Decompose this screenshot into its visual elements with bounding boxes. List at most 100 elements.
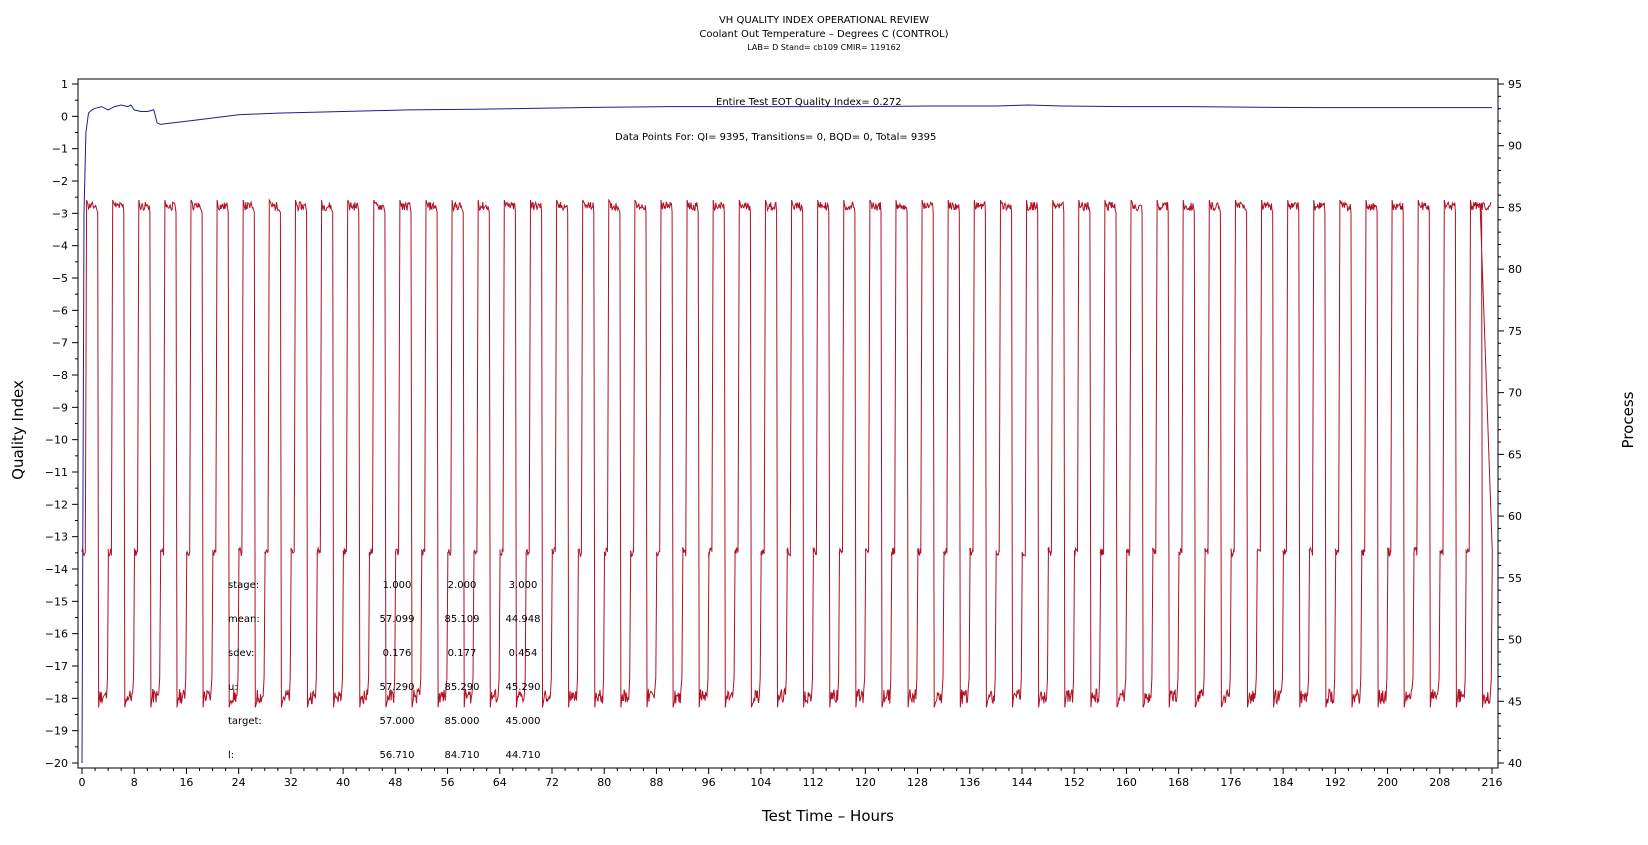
x-tick-label: 16 [179, 776, 193, 789]
chart-subtitle-2: LAB= D Stand= cb109 CMIR= 119162 [747, 43, 901, 52]
y-left-tick-label: −13 [45, 531, 68, 544]
y-left-tick-label: 0 [61, 110, 68, 123]
annotation-quality-index: Entire Test EOT Quality Index= 0.272 [716, 97, 902, 108]
stats-cell: 2.000 [448, 580, 477, 591]
x-tick-label: 104 [750, 776, 771, 789]
x-tick-label: 48 [388, 776, 402, 789]
y-left-tick-label: −7 [52, 337, 68, 350]
y-left-tick-label: −16 [45, 628, 68, 641]
x-tick-label: 128 [907, 776, 928, 789]
stats-cell: 56.710 [380, 750, 415, 761]
y-left-tick-label: −5 [52, 272, 68, 285]
y-axis-right: 95 90 85 80 75 70 65 60 55 50 45 40 [1498, 78, 1522, 770]
x-axis: 0 8 16 24 32 40 48 56 64 72 80 88 96 104 112 120 128 136 1… [79, 768, 1503, 789]
y-left-tick-label: −19 [45, 725, 68, 738]
stats-cell: 57.000 [380, 716, 415, 727]
stats-cell: 57.290 [380, 682, 415, 693]
y-left-tick-label: −18 [45, 692, 68, 705]
x-tick-label: 208 [1429, 776, 1450, 789]
y-left-tick-label: −3 [52, 207, 68, 220]
y-right-tick-label: 80 [1508, 263, 1522, 276]
x-tick-label: 32 [284, 776, 298, 789]
x-axis-title: Test Time – Hours [761, 807, 894, 825]
y-left-tick-label: −17 [45, 660, 68, 673]
y-right-tick-label: 85 [1508, 201, 1522, 214]
x-tick-label: 136 [959, 776, 980, 789]
y-left-tick-label: −6 [52, 304, 68, 317]
stats-row-label: sdev: [228, 648, 254, 659]
y-left-tick-label: −10 [45, 434, 68, 447]
series-process-line [81, 198, 1493, 708]
y-right-tick-label: 55 [1508, 572, 1522, 585]
y-left-tick-label: −2 [52, 175, 68, 188]
y-left-tick-label: −11 [45, 466, 68, 479]
x-tick-label: 160 [1116, 776, 1137, 789]
y-left-tick-label: −14 [45, 563, 68, 576]
plot-frame [77, 78, 1499, 769]
stats-cell: 44.710 [506, 750, 541, 761]
x-tick-label: 192 [1325, 776, 1346, 789]
y-right-tick-label: 45 [1508, 695, 1522, 708]
stats-cell: 85.000 [445, 716, 480, 727]
chart-title: VH QUALITY INDEX OPERATIONAL REVIEW [719, 15, 929, 26]
stats-row-label: target: [228, 716, 262, 727]
x-tick-label: 72 [545, 776, 559, 789]
series-quality-index-line [81, 104, 1492, 764]
x-tick-label: 24 [232, 776, 246, 789]
stats-table: stage: 1.000 2.000 3.000 mean: 57.099 85.109 44… [228, 580, 541, 761]
y-left-tick-label: −12 [45, 498, 68, 511]
stats-row-label: u: [228, 682, 238, 693]
y-right-tick-label: 60 [1508, 510, 1522, 523]
x-tick-label: 96 [702, 776, 716, 789]
stats-row-label: stage: [228, 580, 259, 591]
stats-cell: 85.109 [445, 614, 480, 625]
x-tick-label: 176 [1220, 776, 1241, 789]
stats-cell: 85.290 [445, 682, 480, 693]
x-tick-label: 56 [441, 776, 455, 789]
stats-cell: 45.000 [506, 716, 541, 727]
y-left-tick-label: −8 [52, 369, 68, 382]
y-right-tick-label: 65 [1508, 448, 1522, 461]
x-tick-label: 216 [1482, 776, 1503, 789]
stats-cell: 1.000 [383, 580, 412, 591]
x-tick-label: 184 [1273, 776, 1294, 789]
x-tick-label: 152 [1064, 776, 1085, 789]
y-left-tick-label: −15 [45, 595, 68, 608]
x-tick-label: 120 [855, 776, 876, 789]
y-left-tick-label: 1 [61, 78, 68, 91]
y-right-tick-label: 70 [1508, 387, 1522, 400]
x-tick-label: 40 [336, 776, 350, 789]
x-tick-label: 200 [1377, 776, 1398, 789]
y-right-tick-label: 40 [1508, 757, 1522, 770]
y-left-tick-label: −9 [52, 401, 68, 414]
stats-cell: 57.099 [380, 614, 415, 625]
stats-cell: 0.454 [509, 648, 538, 659]
y-axis-left-title: Quality Index [9, 380, 27, 480]
x-tick-label: 0 [79, 776, 86, 789]
x-tick-label: 80 [597, 776, 611, 789]
y-left-tick-label: −4 [52, 240, 68, 253]
stats-row-label: mean: [228, 614, 260, 625]
y-axis-right-title: Process [1619, 391, 1637, 448]
stats-cell: 84.710 [445, 750, 480, 761]
x-tick-label: 8 [131, 776, 138, 789]
y-left-tick-label: −20 [45, 757, 68, 770]
x-tick-label: 112 [803, 776, 824, 789]
x-tick-label: 168 [1168, 776, 1189, 789]
stats-cell: 0.176 [383, 648, 412, 659]
annotation-data-points: Data Points For: QI= 9395, Transitions= … [615, 132, 936, 143]
x-tick-label: 144 [1012, 776, 1033, 789]
x-tick-label: 64 [493, 776, 507, 789]
x-tick-label: 88 [649, 776, 663, 789]
stats-cell: 3.000 [509, 580, 538, 591]
y-right-tick-label: 50 [1508, 634, 1522, 647]
stats-cell: 0.177 [448, 648, 477, 659]
y-right-tick-label: 95 [1508, 78, 1522, 91]
chart-subtitle: Coolant Out Temperature – Degrees C (CON… [699, 29, 948, 40]
y-axis-left: 1 0 −1 −2 −3 −4 −5 −6 −7 −8 −9 −10 −11 −12 −13 −14 −15 −1… [45, 78, 78, 770]
stats-cell: 44.948 [506, 614, 541, 625]
y-right-tick-label: 90 [1508, 140, 1522, 153]
y-right-tick-label: 75 [1508, 325, 1522, 338]
stats-cell: 45.290 [506, 682, 541, 693]
